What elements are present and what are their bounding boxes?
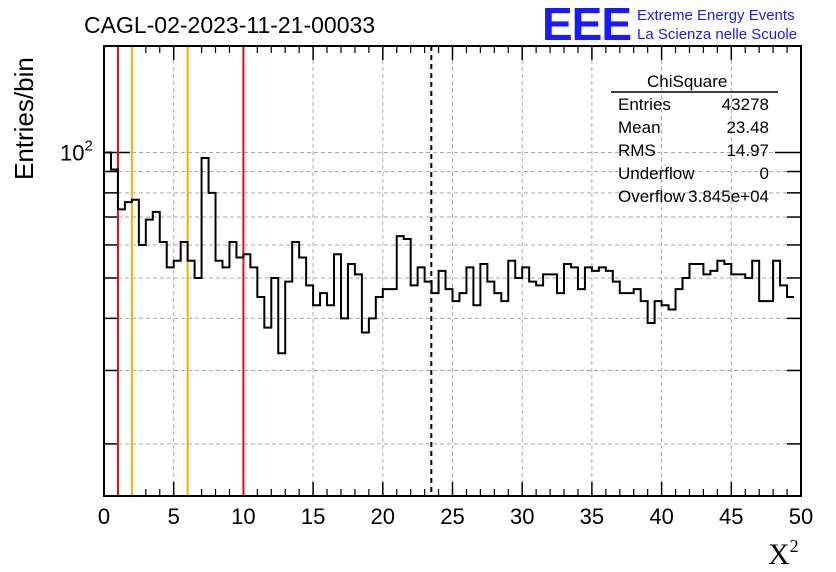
y-axis-label: Entries/bin	[9, 57, 39, 180]
x-tick-label: 15	[301, 504, 325, 529]
logo-letters: EEE	[542, 0, 631, 50]
stats-row-value: 14.97	[726, 141, 769, 160]
logo-line-1: Extreme Energy Events	[637, 7, 795, 24]
x-tick-label: 10	[231, 504, 255, 529]
stats-box-rows: Entries 43278 Mean 23.48 RMS 14.97 Underflow 0 O…	[618, 95, 769, 206]
chart-title: CAGL-02-2023-11-21-00033	[84, 12, 375, 38]
marker-lines	[116, 46, 433, 496]
stats-row-label: Mean	[618, 118, 661, 137]
x-tick-label: 40	[649, 504, 673, 529]
y-tick-label: 102	[60, 137, 93, 165]
plot-frame	[103, 45, 802, 497]
x-tick-label: 25	[440, 504, 464, 529]
x-axis-label: X2	[768, 536, 799, 571]
stats-row-label: RMS	[618, 141, 656, 160]
x-tick-label: 45	[719, 504, 743, 529]
stats-row-value: 3.845e+04	[688, 187, 769, 206]
eee-logo: EEE Extreme Energy Events La Scienza nel…	[542, 0, 797, 50]
x-tick-label: 0	[98, 504, 110, 529]
stats-row-label: Overflow	[618, 187, 686, 206]
stats-row-value: 23.48	[726, 118, 769, 137]
histogram-line	[104, 151, 795, 355]
stats-row-label: Entries	[618, 95, 671, 114]
stats-box-title: ChiSquare	[647, 72, 727, 91]
logo-line-2: La Scienza nelle Scuole	[637, 26, 797, 43]
x-tick-label: 50	[789, 504, 813, 529]
stats-row-value: 0	[760, 164, 769, 183]
x-tick-label: 35	[580, 504, 604, 529]
stats-row-label: Underflow	[618, 164, 695, 183]
x-tick-label: 20	[371, 504, 395, 529]
grid-lines	[104, 46, 801, 496]
x-tick-label: 5	[168, 504, 180, 529]
stats-row-value: 43278	[722, 95, 769, 114]
x-tick-labels: 0 5 10 15 20 25 30 35 40 45 50	[98, 504, 813, 529]
x-tick-label: 30	[510, 504, 534, 529]
stats-box: ChiSquare Entries 43278 Mean 23.48 RMS 14.97 U…	[611, 72, 778, 206]
